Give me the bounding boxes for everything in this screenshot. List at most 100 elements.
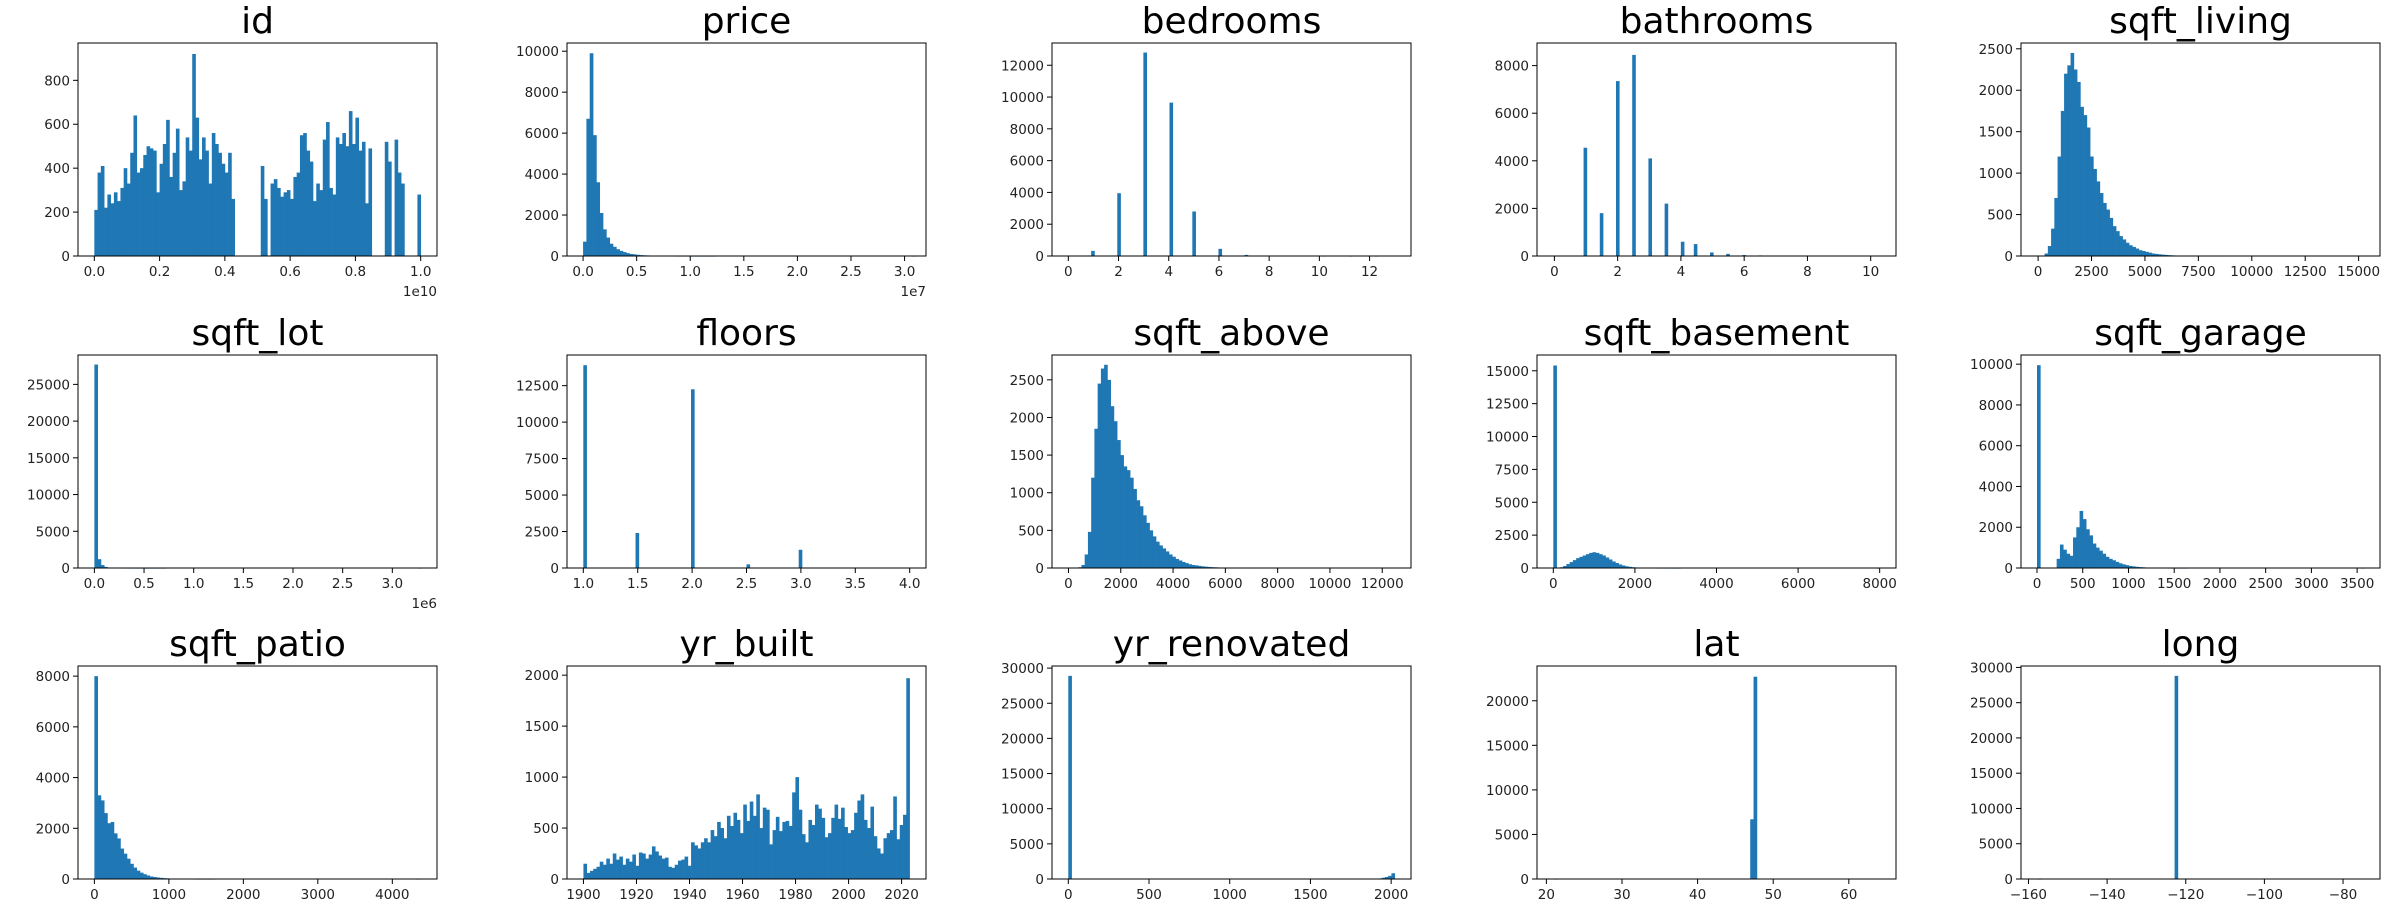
histogram-bar bbox=[1081, 564, 1086, 568]
histogram-bar bbox=[388, 161, 392, 256]
x-tick-label: 1940 bbox=[672, 887, 706, 903]
x-tick-label: 4.0 bbox=[899, 576, 920, 592]
histogram-bar bbox=[1201, 566, 1205, 568]
histogram-bar bbox=[1615, 563, 1619, 568]
subplot-title: sqft_lot bbox=[192, 313, 324, 354]
histogram-bar bbox=[1583, 147, 1588, 256]
histogram-bar bbox=[1165, 551, 1170, 568]
x-tick-label: 0.0 bbox=[84, 576, 105, 592]
histogram-bar bbox=[303, 133, 307, 256]
x-tick-label: 1.0 bbox=[573, 576, 594, 592]
x-tick-label: 2 bbox=[1114, 264, 1123, 280]
histogram-bar bbox=[401, 183, 405, 256]
histogram-bar bbox=[280, 196, 284, 256]
x-tick-label: 2000 bbox=[831, 887, 865, 903]
histogram-bar bbox=[2142, 251, 2146, 256]
y-tick-label: 7500 bbox=[1495, 462, 1529, 478]
y-tick-label: 10000 bbox=[1970, 357, 2013, 373]
y-tick-label: 8000 bbox=[525, 85, 559, 101]
x-tick-label: 0.6 bbox=[279, 264, 300, 280]
histogram-bar bbox=[642, 853, 646, 879]
subplot-title: sqft_patio bbox=[169, 624, 346, 665]
histogram-bar bbox=[1168, 554, 1173, 568]
y-tick-label: 5000 bbox=[1495, 495, 1529, 511]
x-tick-label: 7500 bbox=[2181, 264, 2215, 280]
histogram-bar bbox=[808, 819, 813, 879]
histogram-bar bbox=[2063, 549, 2067, 568]
histogram-bar bbox=[100, 165, 105, 256]
histogram-bar bbox=[593, 868, 597, 879]
x-tick-label: 8000 bbox=[1863, 576, 1897, 592]
x-tick-label: 8000 bbox=[1260, 576, 1294, 592]
histogram-bar bbox=[792, 792, 796, 879]
histogram-bar bbox=[847, 833, 852, 879]
x-tick-label: 0 bbox=[2034, 264, 2043, 280]
histogram-bar bbox=[828, 833, 832, 879]
histogram-bar bbox=[1582, 555, 1587, 568]
histogram-bar bbox=[2112, 226, 2117, 256]
histogram-bar bbox=[2060, 110, 2065, 257]
axes-frame bbox=[2020, 354, 2381, 569]
histogram-bar bbox=[596, 866, 601, 879]
histogram-bar bbox=[632, 254, 637, 256]
y-tick-label: 6000 bbox=[36, 720, 70, 736]
y-tick-label: 1500 bbox=[1979, 125, 2013, 141]
histogram-bar bbox=[120, 187, 125, 256]
histogram-bar bbox=[671, 867, 676, 879]
y-tick-label: 25000 bbox=[27, 377, 70, 393]
histogram-bar bbox=[730, 826, 734, 879]
histogram-bar bbox=[769, 844, 773, 879]
histogram-bar bbox=[883, 838, 888, 879]
histogram-bar bbox=[1204, 566, 1209, 568]
histogram-bar bbox=[2066, 553, 2071, 568]
subplot-bedrooms: bedrooms 0 2 4 6 8 10 12 0 2000 4000 6000 8000 10000 1… bbox=[1001, 1, 1412, 280]
histogram-bar bbox=[126, 183, 131, 256]
histogram-bar bbox=[700, 842, 705, 879]
y-tick-label: 2500 bbox=[1010, 373, 1044, 389]
histogram-bar bbox=[1572, 560, 1577, 568]
y-tick-label: 4000 bbox=[1495, 154, 1529, 170]
y-tick-label: 0 bbox=[1520, 249, 1529, 265]
histogram-bar bbox=[159, 877, 164, 879]
x-tick-label: 4000 bbox=[375, 887, 409, 903]
histogram-bar bbox=[775, 816, 780, 879]
histogram-bar bbox=[2122, 564, 2126, 568]
x-tick-label: 1000 bbox=[1213, 887, 1247, 903]
histogram-bar bbox=[368, 148, 373, 256]
histogram-bar bbox=[1091, 250, 1095, 256]
histogram-bar bbox=[2059, 544, 2064, 568]
histogram-bar bbox=[1175, 558, 1180, 568]
histogram-bar bbox=[335, 137, 340, 256]
histogram-bar bbox=[1117, 193, 1121, 256]
y-tick-label: 6000 bbox=[1010, 154, 1044, 170]
subplot-title: yr_renovated bbox=[1113, 624, 1351, 665]
x-tick-label: 0.2 bbox=[149, 264, 170, 280]
histogram-bar bbox=[365, 203, 369, 256]
histogram-bar bbox=[273, 179, 278, 256]
x-tick-label: 0.4 bbox=[214, 264, 235, 280]
histogram-bar bbox=[2116, 231, 2120, 256]
x-tick-label: 1500 bbox=[1293, 887, 1327, 903]
histogram-bar bbox=[1595, 552, 1600, 568]
y-tick-label: 1500 bbox=[1010, 448, 1044, 464]
y-tick-label: 2000 bbox=[36, 821, 70, 837]
y-tick-label: 5000 bbox=[1979, 837, 2013, 853]
histogram-bar bbox=[854, 812, 858, 879]
y-tick-label: 0 bbox=[1520, 561, 1529, 577]
histogram-bar bbox=[1143, 52, 1147, 256]
histogram-bar bbox=[616, 859, 620, 879]
histogram-bar bbox=[172, 152, 177, 256]
y-tick-label: 600 bbox=[44, 117, 70, 133]
histogram-bar bbox=[1194, 565, 1199, 568]
histogram-bar bbox=[1068, 675, 1072, 879]
y-tick-label: 2500 bbox=[1495, 528, 1529, 544]
histogram-bar bbox=[211, 133, 216, 256]
y-tick-label: 1000 bbox=[1979, 166, 2013, 182]
histogram-bar bbox=[619, 856, 623, 879]
histogram-bar bbox=[107, 823, 112, 879]
histogram-bar bbox=[342, 133, 346, 256]
y-tick-label: 2500 bbox=[1979, 42, 2013, 58]
histogram-bar bbox=[384, 141, 389, 256]
histogram-bar bbox=[2155, 253, 2159, 256]
